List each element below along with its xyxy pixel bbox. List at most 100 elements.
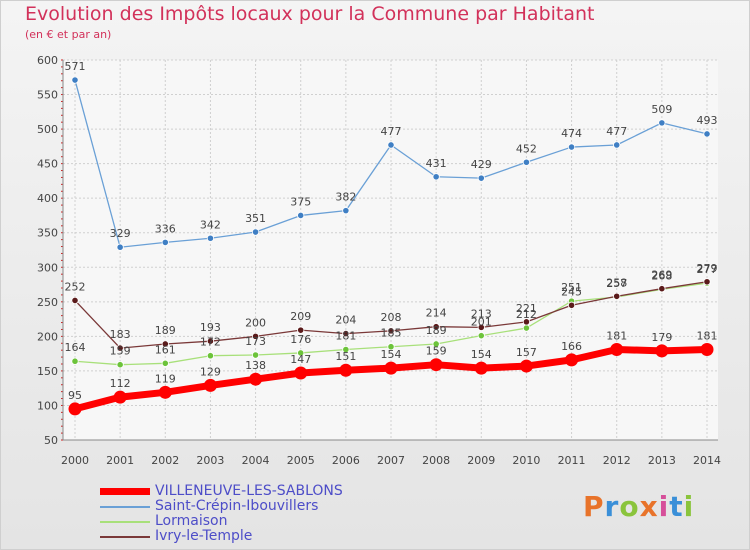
x-tick-label: 2012 (603, 454, 631, 467)
data-point-saint-cr-pin-ibouvillers (116, 243, 124, 251)
legend-label-lormaison: Lormaison (155, 513, 228, 529)
data-label-ivry-le-temple: 193 (200, 321, 221, 334)
x-tick-label: 2006 (332, 454, 360, 467)
data-point-saint-cr-pin-ibouvillers (342, 207, 350, 215)
legend-label-saint-crepin: Saint-Crépin-Ibouvillers (155, 498, 319, 514)
legend-item-lormaison[interactable]: Lormaison (100, 514, 400, 529)
legend-swatch-lormaison (100, 521, 150, 523)
data-point-villeneuve-les-sablons (429, 358, 443, 372)
x-tick-label: 2009 (467, 454, 495, 467)
data-label-villeneuve-les-sablons: 138 (245, 359, 266, 372)
data-label-ivry-le-temple: 279 (697, 262, 718, 275)
data-label-ivry-le-temple: 204 (335, 314, 356, 327)
data-label-ivry-le-temple: 245 (561, 285, 582, 298)
data-label-saint-cr-pin-ibouvillers: 382 (335, 191, 356, 204)
data-label-saint-cr-pin-ibouvillers: 477 (606, 125, 627, 138)
data-point-villeneuve-les-sablons (339, 363, 353, 377)
data-label-saint-cr-pin-ibouvillers: 429 (471, 158, 492, 171)
data-label-villeneuve-les-sablons: 159 (426, 345, 447, 358)
data-point-villeneuve-les-sablons (565, 353, 579, 367)
data-label-lormaison: 181 (335, 329, 356, 342)
data-label-lormaison: 159 (110, 345, 131, 358)
x-tick-label: 2013 (648, 454, 676, 467)
data-point-saint-cr-pin-ibouvillers (206, 234, 215, 242)
logo-letter: P (583, 490, 605, 523)
data-label-ivry-le-temple: 269 (651, 269, 672, 282)
data-label-villeneuve-les-sablons: 179 (651, 331, 672, 344)
data-point-lormaison (161, 359, 169, 367)
data-point-saint-cr-pin-ibouvillers (613, 141, 621, 149)
logo-letter: i (683, 490, 695, 523)
data-label-ivry-le-temple: 252 (65, 280, 86, 293)
data-label-saint-cr-pin-ibouvillers: 571 (65, 60, 86, 73)
data-point-villeneuve-les-sablons (384, 361, 398, 375)
data-label-villeneuve-les-sablons: 157 (516, 346, 537, 359)
data-label-villeneuve-les-sablons: 147 (290, 353, 311, 366)
data-point-ivry-le-temple (71, 296, 79, 305)
x-tick-label: 2003 (196, 454, 224, 467)
chart-area: 50 100 150 200 250 300 350 400 450 500 550 600 2000 2… (37, 54, 721, 467)
y-tick-label: 350 (37, 227, 58, 240)
data-label-lormaison: 201 (471, 316, 492, 329)
data-point-saint-cr-pin-ibouvillers (297, 211, 305, 220)
data-point-villeneuve-les-sablons (68, 402, 82, 416)
data-point-villeneuve-les-sablons (474, 361, 488, 375)
data-point-saint-cr-pin-ibouvillers (251, 228, 260, 236)
legend-label-villeneuve: VILLENEUVE-LES-SABLONS (155, 483, 343, 499)
data-label-lormaison: 164 (65, 341, 86, 354)
legend-item-saint-crepin[interactable]: Saint-Crépin-Ibouvillers (100, 499, 400, 514)
data-label-ivry-le-temple: 258 (606, 276, 627, 289)
x-tick-label: 2008 (422, 454, 450, 467)
y-tick-label: 400 (37, 192, 58, 205)
data-label-lormaison: 176 (290, 333, 311, 346)
chart-title: Evolution des Impôts locaux pour la Comm… (25, 3, 595, 25)
data-point-ivry-le-temple (342, 329, 350, 338)
data-label-saint-cr-pin-ibouvillers: 477 (381, 125, 402, 138)
data-label-saint-cr-pin-ibouvillers: 452 (516, 142, 537, 155)
legend-label-ivry: Ivry-le-Temple (155, 528, 253, 544)
data-label-ivry-le-temple: 209 (290, 310, 311, 323)
y-tick-label: 550 (37, 89, 58, 102)
data-label-ivry-le-temple: 189 (155, 324, 176, 337)
data-point-ivry-le-temple (161, 340, 169, 348)
data-point-saint-cr-pin-ibouvillers (432, 173, 440, 181)
legend-swatch-ivry (100, 536, 150, 538)
data-point-ivry-le-temple (613, 292, 621, 300)
legend-item-ivry[interactable]: Ivry-le-Temple (100, 529, 400, 544)
data-point-ivry-le-temple (116, 344, 124, 352)
y-tick-label: 200 (37, 330, 58, 343)
data-label-saint-cr-pin-ibouvillers: 509 (651, 103, 672, 116)
data-point-ivry-le-temple (387, 327, 395, 335)
data-point-lormaison (477, 332, 485, 340)
data-point-lormaison (387, 343, 395, 351)
data-point-ivry-le-temple (703, 278, 711, 286)
data-label-villeneuve-les-sablons: 181 (697, 329, 718, 342)
logo-letter: r (604, 490, 620, 523)
logo-letter: t (669, 490, 684, 523)
data-label-saint-cr-pin-ibouvillers: 336 (155, 222, 176, 235)
data-label-saint-cr-pin-ibouvillers: 431 (426, 157, 447, 170)
data-point-lormaison (71, 357, 79, 365)
data-point-ivry-le-temple (297, 326, 305, 334)
data-label-ivry-le-temple: 221 (516, 302, 537, 315)
data-label-lormaison: 161 (155, 343, 176, 356)
chart-subtitle: (en € et par an) (25, 28, 112, 41)
data-point-lormaison (432, 340, 440, 348)
data-point-lormaison (342, 345, 350, 354)
data-label-villeneuve-les-sablons: 154 (381, 348, 402, 361)
y-tick-label: 450 (37, 158, 58, 171)
x-tick-label: 2011 (558, 454, 586, 467)
data-point-ivry-le-temple (206, 337, 215, 345)
data-point-saint-cr-pin-ibouvillers (387, 141, 395, 149)
data-point-villeneuve-les-sablons (249, 372, 263, 386)
data-label-lormaison: 189 (426, 324, 447, 337)
data-label-villeneuve-les-sablons: 95 (68, 389, 82, 402)
data-label-saint-cr-pin-ibouvillers: 493 (697, 114, 718, 127)
data-point-ivry-le-temple (658, 285, 666, 293)
data-label-ivry-le-temple: 213 (471, 307, 492, 320)
data-label-saint-cr-pin-ibouvillers: 351 (245, 212, 266, 225)
y-tick-label: 500 (37, 123, 58, 136)
data-label-lormaison: 251 (561, 281, 582, 294)
legend-item-villeneuve[interactable]: VILLENEUVE-LES-SABLONS (100, 484, 400, 499)
data-label-villeneuve-les-sablons: 112 (110, 377, 131, 390)
